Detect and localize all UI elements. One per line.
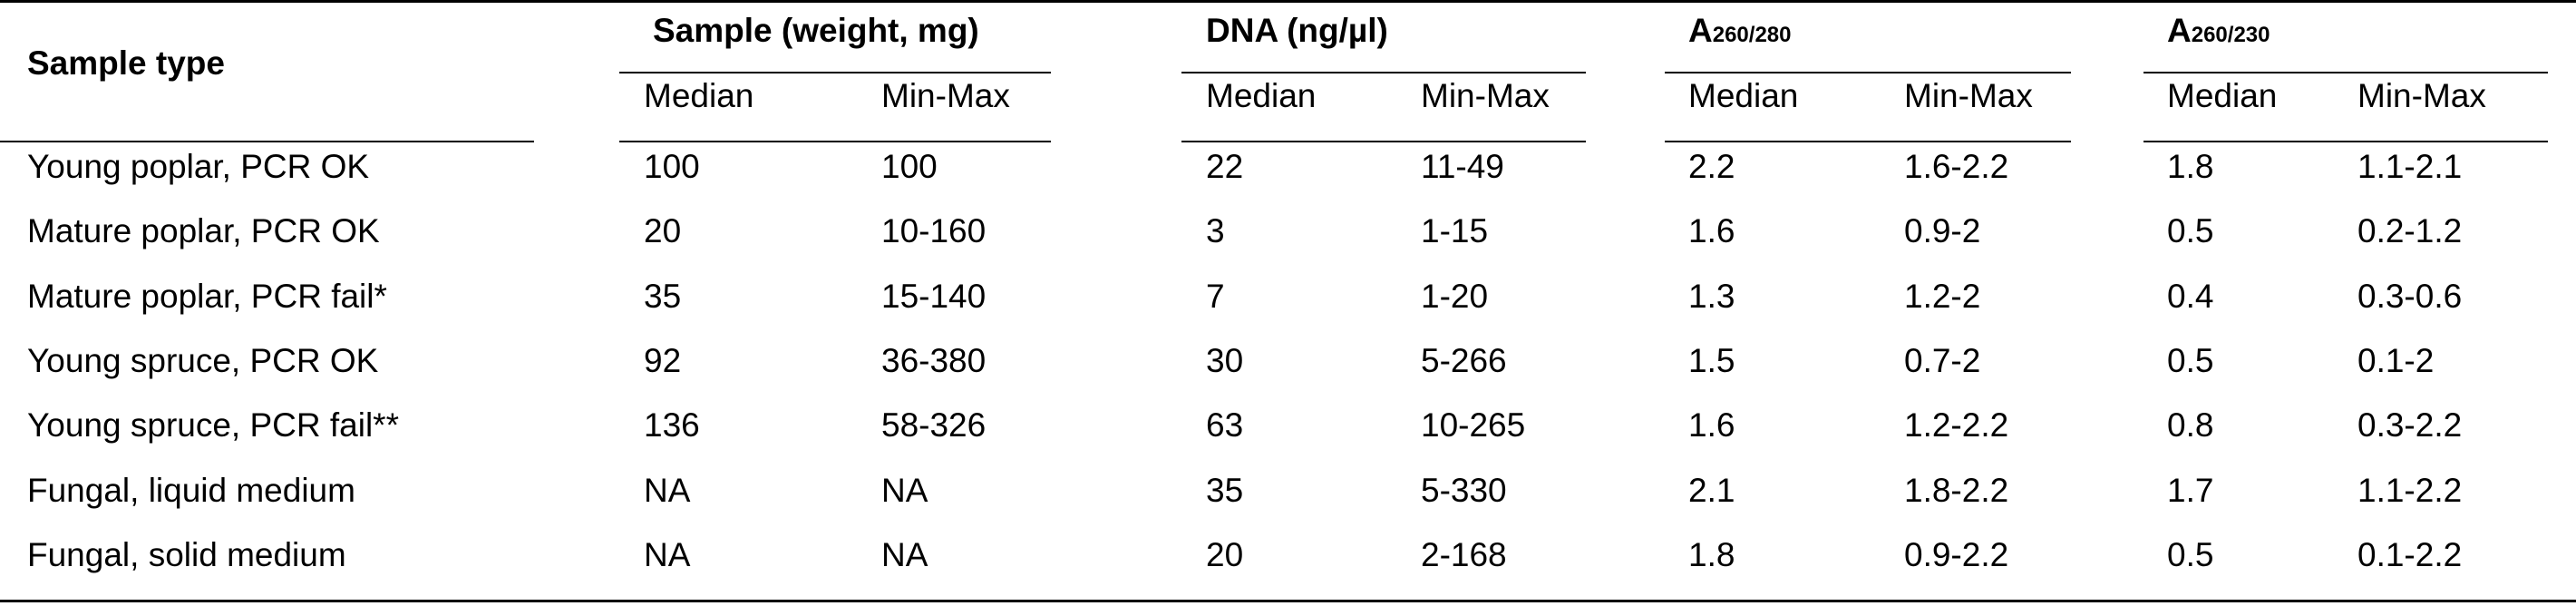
cell-a260-280-minmax: 0.9-2	[1904, 212, 1981, 249]
cell-a260-230-minmax: 0.1-2.2	[2357, 536, 2463, 573]
cell-dna-minmax: 5-266	[1421, 342, 1507, 379]
subheader-median: Median	[1688, 77, 1799, 114]
cell-a260-230-minmax: 0.2-1.2	[2357, 212, 2463, 249]
cell-a260-280-median: 1.8	[1688, 536, 1735, 573]
cell-weight-median: NA	[644, 536, 691, 573]
cell-a260-230-minmax: 0.3-0.6	[2357, 278, 2463, 315]
cell-weight-minmax: 36-380	[881, 342, 987, 379]
cell-a260-230-median: 0.4	[2167, 278, 2214, 315]
cell-a260-280-median: 1.3	[1688, 278, 1735, 315]
cell-dna-median: 35	[1206, 472, 1244, 509]
header-a260-280-sub: 260/280	[1712, 23, 1792, 47]
cell-a260-280-median: 2.2	[1688, 148, 1735, 185]
cell-sample-type: Fungal, solid medium	[27, 536, 346, 573]
header-rule	[2143, 141, 2548, 142]
subheader-minmax: Min-Max	[2357, 77, 2486, 114]
header-dna: DNA (ng/µl)	[1206, 12, 1388, 49]
header-a260-230-main: A	[2167, 12, 2192, 49]
cell-weight-median: 35	[644, 278, 682, 315]
bottom-rule	[0, 600, 2576, 602]
subheader-median: Median	[644, 77, 754, 114]
cell-a260-230-minmax: 1.1-2.2	[2357, 472, 2463, 509]
cell-weight-median: 136	[644, 406, 700, 444]
cell-sample-type: Young spruce, PCR OK	[27, 342, 379, 379]
cell-dna-median: 7	[1206, 278, 1225, 315]
cell-dna-minmax: 1-20	[1421, 278, 1489, 315]
header-sample-type: Sample type	[27, 44, 225, 82]
dna-group-rule	[1181, 72, 1586, 73]
header-rule	[1665, 141, 2071, 142]
cell-weight-minmax: 58-326	[881, 406, 987, 444]
cell-sample-type: Fungal, liquid medium	[27, 472, 355, 509]
header-a260-230-sub: 260/230	[2191, 23, 2270, 47]
cell-dna-median: 22	[1206, 148, 1244, 185]
top-rule	[0, 0, 2576, 3]
cell-a260-230-median: 0.5	[2167, 536, 2214, 573]
cell-dna-median: 3	[1206, 212, 1225, 249]
cell-weight-median: 100	[644, 148, 700, 185]
cell-dna-minmax: 5-330	[1421, 472, 1507, 509]
cell-sample-type: Mature poplar, PCR OK	[27, 212, 380, 249]
cell-a260-230-minmax: 0.1-2	[2357, 342, 2435, 379]
cell-dna-median: 30	[1206, 342, 1244, 379]
cell-sample-type: Young spruce, PCR fail**	[27, 406, 399, 444]
header-a260-280: A260/280	[1688, 11, 1792, 55]
header-rule	[1181, 141, 1586, 142]
cell-weight-median: 20	[644, 212, 682, 249]
cell-a260-280-median: 1.6	[1688, 406, 1735, 444]
cell-a260-280-median: 1.5	[1688, 342, 1735, 379]
cell-a260-280-minmax: 1.2-2	[1904, 278, 1981, 315]
header-rule	[619, 141, 1051, 142]
cell-a260-230-median: 0.5	[2167, 212, 2214, 249]
cell-weight-minmax: NA	[881, 472, 928, 509]
cell-a260-280-minmax: 0.9-2.2	[1904, 536, 2009, 573]
cell-dna-median: 20	[1206, 536, 1244, 573]
subheader-minmax: Min-Max	[1421, 77, 1550, 114]
cell-a260-230-median: 0.8	[2167, 406, 2214, 444]
cell-dna-minmax: 11-49	[1421, 148, 1504, 185]
cell-a260-280-minmax: 1.8-2.2	[1904, 472, 2009, 509]
cell-dna-minmax: 2-168	[1421, 536, 1507, 573]
cell-weight-median: 92	[644, 342, 682, 379]
cell-weight-minmax: 10-160	[881, 212, 987, 249]
cell-sample-type: Young poplar, PCR OK	[27, 148, 370, 185]
header-a260-280-main: A	[1688, 12, 1713, 49]
cell-dna-median: 63	[1206, 406, 1244, 444]
cell-a260-280-minmax: 1.6-2.2	[1904, 148, 2009, 185]
cell-a260-280-minmax: 0.7-2	[1904, 342, 1981, 379]
cell-weight-median: NA	[644, 472, 691, 509]
cell-a260-230-median: 0.5	[2167, 342, 2214, 379]
cell-weight-minmax: 100	[881, 148, 938, 185]
cell-a260-280-minmax: 1.2-2.2	[1904, 406, 2009, 444]
subheader-median: Median	[1206, 77, 1317, 114]
cell-weight-minmax: NA	[881, 536, 928, 573]
header-sample-weight: Sample (weight, mg)	[653, 12, 979, 49]
cell-a260-230-median: 1.8	[2167, 148, 2214, 185]
cell-a260-230-minmax: 1.1-2.1	[2357, 148, 2463, 185]
header-a260-230: A260/230	[2167, 11, 2270, 55]
subheader-minmax: Min-Max	[1904, 77, 2033, 114]
subheader-minmax: Min-Max	[881, 77, 1010, 114]
cell-a260-280-median: 1.6	[1688, 212, 1735, 249]
sample-group-rule	[619, 72, 1051, 73]
cell-a260-230-median: 1.7	[2167, 472, 2214, 509]
cell-dna-minmax: 10-265	[1421, 406, 1526, 444]
cell-sample-type: Mature poplar, PCR fail*	[27, 278, 387, 315]
cell-dna-minmax: 1-15	[1421, 212, 1489, 249]
header-rule	[0, 141, 534, 142]
subheader-median: Median	[2167, 77, 2278, 114]
cell-a260-280-median: 2.1	[1688, 472, 1735, 509]
a280-group-rule	[1665, 72, 2071, 73]
cell-a260-230-minmax: 0.3-2.2	[2357, 406, 2463, 444]
a230-group-rule	[2143, 72, 2548, 73]
cell-weight-minmax: 15-140	[881, 278, 987, 315]
